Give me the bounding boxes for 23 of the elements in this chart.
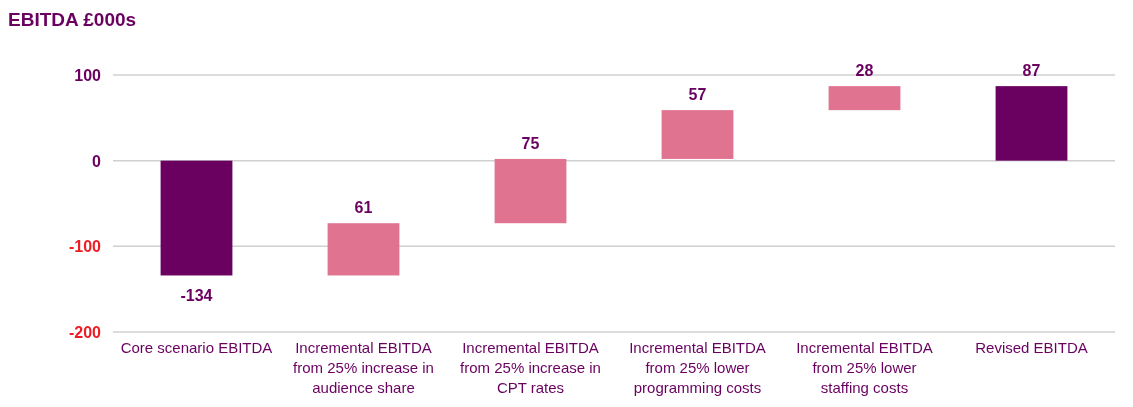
y-tick-label: 100 xyxy=(74,67,102,84)
y-tick-label: 0 xyxy=(92,152,102,170)
y-tick-label: -100 xyxy=(68,238,102,256)
bar xyxy=(661,110,734,159)
bar xyxy=(995,86,1068,161)
bar xyxy=(160,160,233,276)
x-tick-label: Revised EBITDA xyxy=(975,339,1088,356)
x-tick-label: Core scenario EBITDA xyxy=(120,339,273,356)
data-label: 75 xyxy=(521,134,540,152)
x-tick-label: Incremental EBITDA from 25% lower programming costs xyxy=(629,339,766,396)
bar xyxy=(828,86,901,111)
bar xyxy=(327,223,400,276)
chart-title: EBITDA £000s xyxy=(8,9,137,30)
data-label: 28 xyxy=(855,62,874,80)
bar xyxy=(494,158,567,224)
data-label: 61 xyxy=(354,199,373,217)
y-tick-label: -200 xyxy=(68,324,102,341)
data-label: -134 xyxy=(180,287,213,305)
data-label: 57 xyxy=(688,86,707,104)
x-tick-label: Incremental EBITDA from 25% increase in audience share xyxy=(293,339,434,396)
x-tick-label: Incremental EBITDA from 25% increase in CPT rates xyxy=(460,339,601,396)
x-tick-label: Incremental EBITDA from 25% lower staffing costs xyxy=(796,339,933,396)
data-label: 87 xyxy=(1022,62,1041,80)
